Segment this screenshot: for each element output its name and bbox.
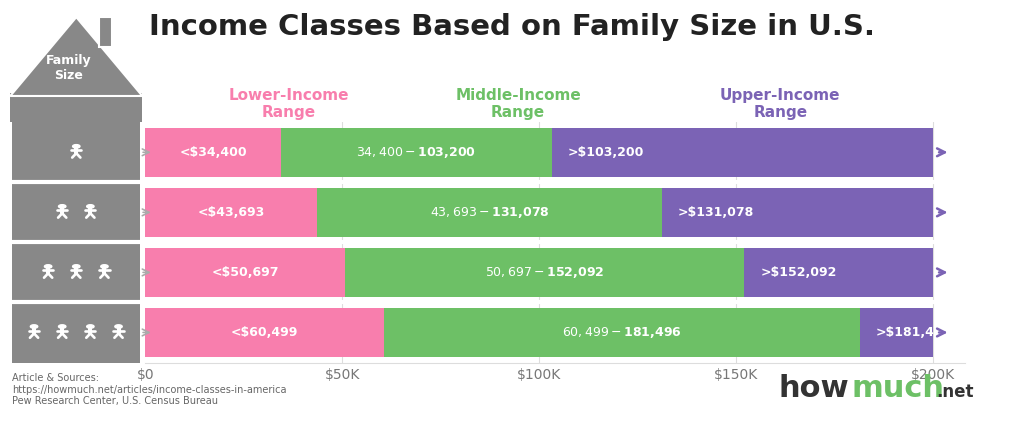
Text: Upper-Income
Range: Upper-Income Range [720,88,841,120]
Text: >$103,200: >$103,200 [567,146,644,159]
Bar [744,248,933,297]
Text: $43,693 - $131,078: $43,693 - $131,078 [430,205,550,220]
Bar [145,308,384,357]
Text: $60,499 - $181,496: $60,499 - $181,496 [562,325,682,340]
Bar [10,93,142,122]
Bar [281,128,552,177]
Polygon shape [10,17,142,96]
Text: <$50,697: <$50,697 [212,266,279,279]
Text: Lower-Income
Range: Lower-Income Range [228,88,349,120]
Bar [662,188,933,237]
Circle shape [31,325,38,328]
Text: $50,697 - $152,092: $50,697 - $152,092 [485,265,604,280]
Text: how: how [778,374,849,403]
Circle shape [73,265,80,268]
Bar [317,188,662,237]
Text: .net: .net [936,383,974,401]
Circle shape [58,205,66,208]
Text: Article & Sources:
https://howmuch.net/articles/income-classes-in-america
Pew Re: Article & Sources: https://howmuch.net/a… [12,373,287,406]
Text: $34,400 - $103,200: $34,400 - $103,200 [356,145,476,160]
Text: >$181,496: >$181,496 [876,326,952,339]
Text: Family
Size: Family Size [45,54,91,82]
Bar [384,308,860,357]
Circle shape [87,205,94,208]
Text: <$43,693: <$43,693 [198,206,265,219]
Bar [552,128,933,177]
Circle shape [44,265,52,268]
Text: <$34,400: <$34,400 [179,146,247,159]
Bar [860,308,933,357]
Circle shape [115,325,122,328]
Text: >$131,078: >$131,078 [678,206,754,219]
Circle shape [87,325,94,328]
Bar [145,248,345,297]
Circle shape [100,265,109,268]
Bar [98,17,112,47]
Bar [145,188,317,237]
Text: >$152,092: >$152,092 [760,266,837,279]
Text: Income Classes Based on Family Size in U.S.: Income Classes Based on Family Size in U… [150,13,874,41]
Bar [145,128,281,177]
Text: Middle-Income
Range: Middle-Income Range [456,88,581,120]
Bar [345,248,744,297]
Circle shape [73,145,80,148]
Text: <$60,499: <$60,499 [230,326,298,339]
Text: much: much [852,374,945,403]
Circle shape [58,325,66,328]
